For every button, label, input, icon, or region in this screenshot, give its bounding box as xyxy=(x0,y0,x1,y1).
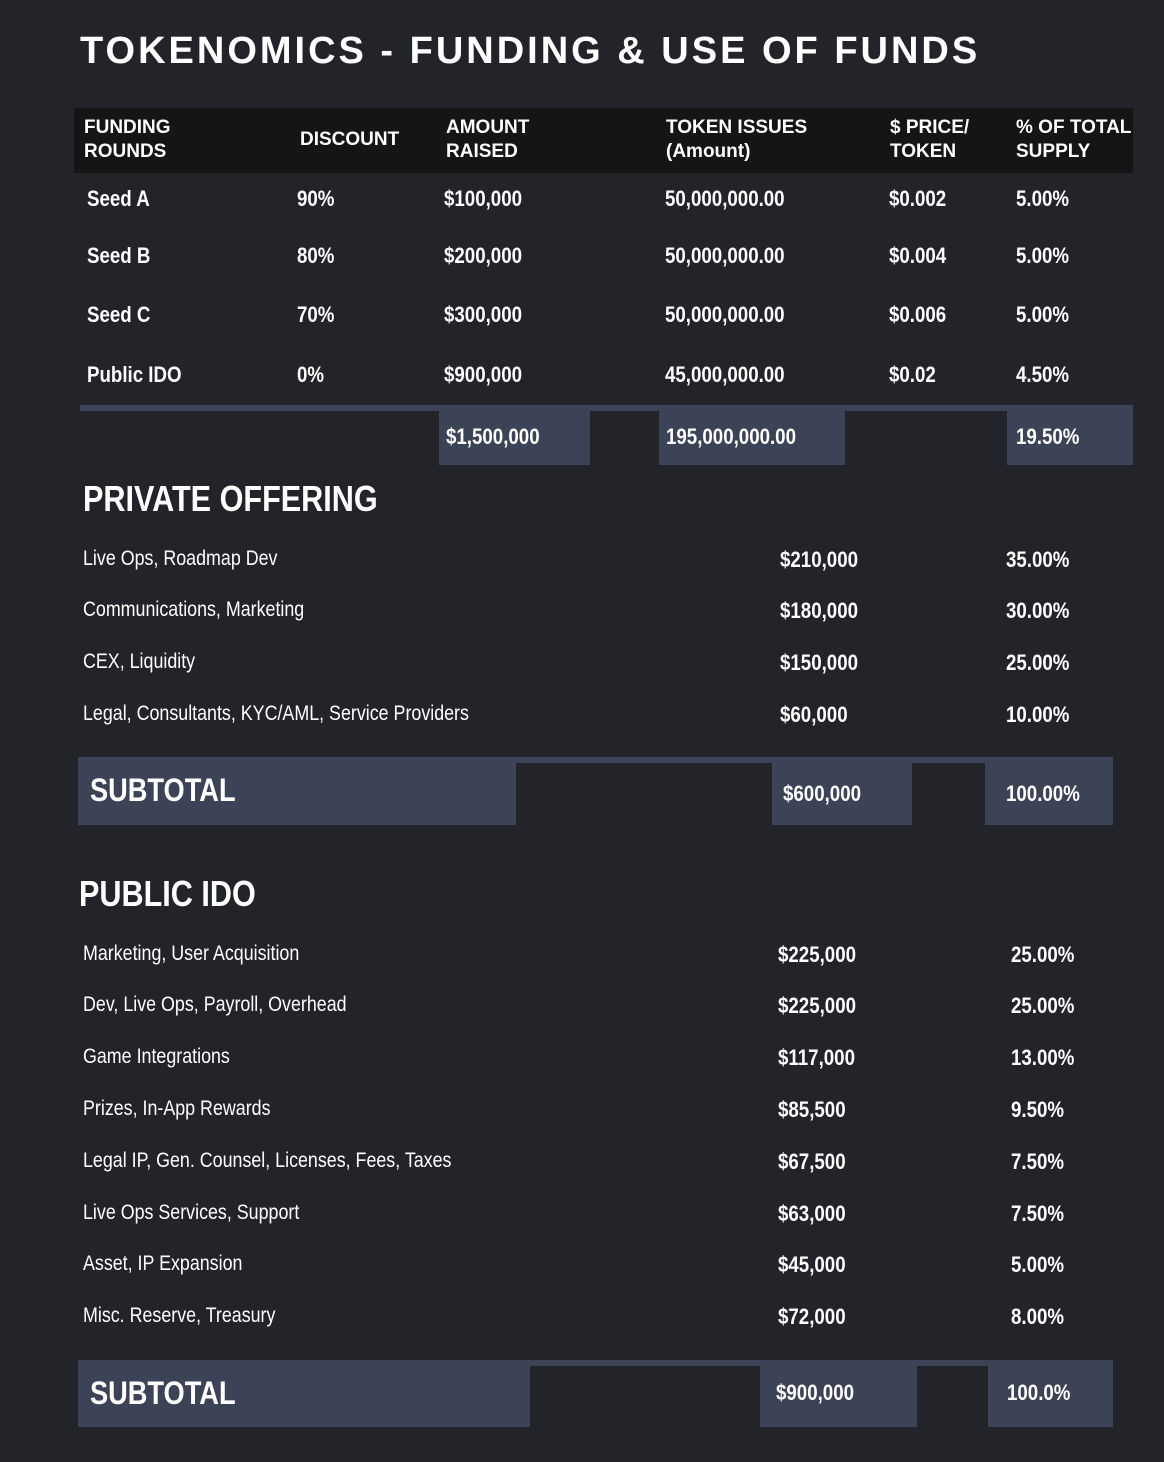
public-subtotal-amount: $900,000 xyxy=(776,1380,855,1405)
table-cell: 50,000,000.00 xyxy=(665,186,785,211)
column-header: TOKEN xyxy=(890,141,957,162)
allocation-percent: 25.00% xyxy=(1006,650,1070,675)
subtotal-amount-box xyxy=(760,1360,917,1427)
round-name: Seed C xyxy=(87,302,151,327)
table-cell: 90% xyxy=(297,186,335,211)
allocation-amount: $117,000 xyxy=(778,1045,855,1070)
allocation-amount: $45,000 xyxy=(778,1252,846,1277)
table-cell: $0.004 xyxy=(889,243,947,268)
allocation-label: Communications, Marketing xyxy=(83,598,305,621)
table-cell: $0.002 xyxy=(889,186,947,211)
allocation-amount: $225,000 xyxy=(778,942,857,967)
subtotal-percent-box xyxy=(985,757,1113,825)
allocation-label: Legal IP, Gen. Counsel, Licenses, Fees, … xyxy=(83,1149,452,1172)
divider xyxy=(80,405,1133,411)
subtotal-box xyxy=(78,1360,530,1427)
table-cell: $100,000 xyxy=(444,186,523,211)
table-cell: 80% xyxy=(297,243,335,268)
column-header: $ PRICE/ xyxy=(890,117,970,138)
total-tokens: 195,000,000.00 xyxy=(666,424,796,449)
allocation-label: CEX, Liquidity xyxy=(83,650,196,673)
table-cell: 5.00% xyxy=(1016,302,1070,327)
subtotal-bar xyxy=(530,1360,1113,1366)
page-title: TOKENOMICS - FUNDING & USE OF FUNDS xyxy=(80,30,981,72)
allocation-label: Misc. Reserve, Treasury xyxy=(83,1304,276,1327)
total-percent-box xyxy=(1007,408,1133,465)
round-name: Seed A xyxy=(87,186,150,211)
table-cell: $0.02 xyxy=(889,362,936,387)
subtotal-bar xyxy=(516,757,1113,763)
subtotal-amount-box xyxy=(772,763,912,825)
allocation-amount: $67,500 xyxy=(778,1149,846,1174)
allocation-percent: 7.50% xyxy=(1011,1201,1065,1226)
column-header: (Amount) xyxy=(666,141,751,162)
allocation-amount: $85,500 xyxy=(778,1097,846,1122)
column-header: ROUNDS xyxy=(84,141,167,162)
allocation-label: Live Ops, Roadmap Dev xyxy=(83,547,278,570)
column-header: AMOUNT xyxy=(446,117,530,138)
allocation-amount: $60,000 xyxy=(780,702,848,727)
allocation-amount: $180,000 xyxy=(780,598,859,623)
public-ido-heading: PUBLIC IDO xyxy=(79,873,256,914)
allocation-label: Dev, Live Ops, Payroll, Overhead xyxy=(83,993,347,1016)
table-cell: $0.006 xyxy=(889,302,947,327)
allocation-label: Marketing, User Acquisition xyxy=(83,942,300,965)
subtotal-box xyxy=(78,757,516,825)
allocation-percent: 5.00% xyxy=(1011,1252,1065,1277)
table-cell: 5.00% xyxy=(1016,186,1070,211)
allocation-label: Prizes, In-App Rewards xyxy=(83,1097,271,1120)
public-subtotal-label: SUBTOTAL xyxy=(90,1375,236,1411)
table-cell: 4.50% xyxy=(1016,362,1070,387)
funding-table-header xyxy=(74,108,1133,173)
allocation-amount: $72,000 xyxy=(778,1304,846,1329)
table-cell: 0% xyxy=(297,362,325,387)
total-percent: 19.50% xyxy=(1016,424,1080,449)
table-cell: 50,000,000.00 xyxy=(665,302,785,327)
public-subtotal-percent: 100.0% xyxy=(1007,1380,1071,1405)
allocation-percent: 9.50% xyxy=(1011,1097,1065,1122)
allocation-percent: 25.00% xyxy=(1011,942,1075,967)
allocation-label: Legal, Consultants, KYC/AML, Service Pro… xyxy=(83,702,469,725)
allocation-percent: 10.00% xyxy=(1006,702,1070,727)
total-amount: $1,500,000 xyxy=(446,424,540,449)
table-cell: $200,000 xyxy=(444,243,523,268)
allocation-amount: $225,000 xyxy=(778,993,857,1018)
allocation-label: Asset, IP Expansion xyxy=(83,1252,243,1275)
column-header: SUPPLY xyxy=(1016,141,1091,162)
private-subtotal-percent: 100.00% xyxy=(1006,781,1080,806)
allocation-label: Game Integrations xyxy=(83,1045,230,1068)
allocation-label: Live Ops Services, Support xyxy=(83,1201,300,1224)
table-cell: 5.00% xyxy=(1016,243,1070,268)
allocation-percent: 8.00% xyxy=(1011,1304,1065,1329)
allocation-percent: 25.00% xyxy=(1011,993,1075,1018)
round-name: Seed B xyxy=(87,243,151,268)
table-cell: 50,000,000.00 xyxy=(665,243,785,268)
total-amount-box xyxy=(439,408,590,465)
allocation-amount: $150,000 xyxy=(780,650,859,675)
table-cell: 70% xyxy=(297,302,335,327)
column-header: TOKEN ISSUES xyxy=(666,117,808,138)
total-tokens-box xyxy=(659,408,845,465)
allocation-percent: 30.00% xyxy=(1006,598,1070,623)
table-cell: $900,000 xyxy=(444,362,523,387)
subtotal-percent-box xyxy=(988,1360,1113,1427)
column-header: FUNDING xyxy=(84,117,171,138)
column-header: % OF TOTAL xyxy=(1016,117,1132,138)
allocation-amount: $63,000 xyxy=(778,1201,846,1226)
allocation-amount: $210,000 xyxy=(780,547,859,572)
allocation-percent: 7.50% xyxy=(1011,1149,1065,1174)
private-offering-heading: PRIVATE OFFERING xyxy=(83,478,378,519)
table-cell: $300,000 xyxy=(444,302,523,327)
round-name: Public IDO xyxy=(87,362,182,387)
table-cell: 45,000,000.00 xyxy=(665,362,785,387)
allocation-percent: 35.00% xyxy=(1006,547,1070,572)
column-header: RAISED xyxy=(446,141,518,162)
allocation-percent: 13.00% xyxy=(1011,1045,1075,1070)
private-subtotal-amount: $600,000 xyxy=(783,781,862,806)
private-subtotal-label: SUBTOTAL xyxy=(90,772,236,808)
column-header: DISCOUNT xyxy=(300,129,400,150)
